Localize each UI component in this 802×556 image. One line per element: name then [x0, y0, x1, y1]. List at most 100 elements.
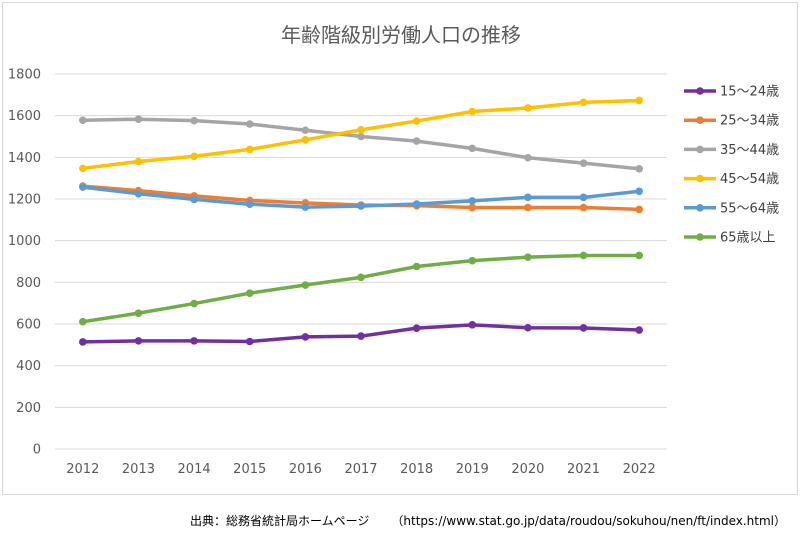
- data-point: [357, 273, 365, 282]
- data-point: [579, 203, 588, 212]
- data-point: [190, 195, 198, 204]
- data-point: [635, 96, 643, 105]
- data-point: [301, 203, 310, 211]
- data-point: [357, 202, 365, 210]
- x-axis-tick-labels: 2012 2013 2014 2015 2016 2017 2018 2019 2020 2021…: [66, 462, 655, 477]
- data-point: [579, 251, 588, 260]
- data-point: [79, 164, 87, 173]
- x-tick-label: 2018: [400, 462, 433, 477]
- x-tick-label: 2021: [567, 462, 600, 477]
- x-tick-label: 2015: [233, 462, 266, 477]
- legend-item: 15〜24歳: [684, 85, 779, 100]
- legend-label: 55〜64歳: [720, 201, 779, 216]
- chart-frame: 年齢階級別労働人口の推移 0 200 400 600 800 1000 1200 1400 16…: [2, 2, 798, 495]
- legend-item: 55〜64歳: [684, 201, 779, 216]
- legend-marker: [696, 145, 704, 154]
- legend-label: 45〜54歳: [720, 172, 779, 187]
- data-point: [468, 144, 477, 153]
- x-tick-label: 2012: [66, 462, 99, 477]
- legend-marker: [696, 174, 704, 183]
- data-point: [635, 164, 643, 173]
- chart-title: 年齢階級別労働人口の推移: [281, 23, 521, 47]
- y-tick-label: 200: [16, 401, 41, 416]
- y-tick-label: 400: [16, 359, 41, 374]
- data-point: [245, 200, 254, 209]
- series-6: [79, 251, 643, 326]
- data-point: [412, 117, 421, 125]
- x-tick-label: 2019: [456, 462, 489, 477]
- y-axis-tick-labels: 0 200 400 600 800 1000 1200 1400 1600 1800: [8, 68, 41, 458]
- data-point: [301, 333, 310, 341]
- source-note: 出典：総務省統計局ホームページ （https://www.stat.go.jp/d…: [190, 512, 786, 529]
- source-url: （https://www.stat.go.jp/data/roudou/soku…: [391, 514, 787, 528]
- data-point: [524, 203, 532, 212]
- data-point: [524, 323, 532, 332]
- y-tick-label: 1000: [8, 234, 41, 249]
- series-1: [79, 321, 643, 346]
- series-line: [81, 253, 641, 324]
- y-tick-label: 600: [16, 318, 41, 333]
- data-point: [79, 116, 87, 125]
- data-point: [301, 126, 310, 135]
- source-label: 出典：総務省統計局ホームページ: [190, 514, 370, 528]
- legend-label: 15〜24歳: [720, 85, 779, 100]
- legend-marker: [696, 233, 704, 241]
- data-point: [134, 309, 143, 317]
- legend-label: 35〜44歳: [720, 143, 779, 158]
- x-tick-label: 2017: [344, 462, 377, 477]
- data-point: [301, 281, 310, 289]
- legend-label: 25〜34歳: [720, 114, 779, 129]
- data-point: [468, 321, 477, 329]
- y-tick-label: 1200: [8, 193, 41, 208]
- data-point: [412, 200, 421, 208]
- data-point: [635, 251, 643, 260]
- data-point: [357, 332, 365, 340]
- data-point: [357, 126, 365, 134]
- y-tick-label: 1600: [8, 109, 41, 124]
- gridlines: [55, 73, 667, 450]
- legend-item: 35〜44歳: [684, 143, 779, 158]
- data-point: [245, 120, 254, 128]
- data-point: [524, 153, 532, 162]
- data-point: [134, 337, 143, 345]
- data-point: [524, 193, 532, 202]
- data-point: [579, 324, 588, 332]
- data-point: [134, 115, 143, 124]
- data-point: [579, 193, 588, 202]
- legend-item: 45〜54歳: [684, 172, 779, 187]
- data-point: [245, 145, 254, 154]
- data-point: [79, 338, 87, 346]
- series-3: [79, 115, 643, 173]
- legend-label: 65歳以上: [720, 231, 776, 246]
- data-point: [635, 326, 643, 334]
- legend-marker: [696, 116, 704, 124]
- data-point: [579, 98, 588, 107]
- data-point: [468, 107, 477, 116]
- y-tick-label: 800: [16, 276, 41, 291]
- data-point: [635, 205, 643, 214]
- line-chart: 年齢階級別労働人口の推移 0 200 400 600 800 1000 1200 1400 16…: [8, 23, 779, 477]
- legend-marker: [696, 204, 704, 212]
- data-point: [190, 299, 198, 308]
- data-point: [245, 337, 254, 346]
- series-lines: [79, 96, 643, 346]
- x-tick-label: 2014: [178, 462, 211, 477]
- data-point: [468, 203, 477, 212]
- data-point: [412, 324, 421, 332]
- y-tick-label: 1800: [8, 68, 41, 83]
- data-point: [357, 132, 365, 141]
- data-point: [245, 289, 254, 297]
- data-point: [134, 157, 143, 166]
- series-4: [79, 96, 643, 173]
- x-tick-label: 2022: [623, 462, 656, 477]
- legend: 15〜24歳 25〜34歳 35〜44歳 45〜54歳 55〜64歳 65歳以上: [684, 85, 779, 246]
- data-point: [412, 262, 421, 271]
- legend-marker: [696, 87, 704, 95]
- data-point: [524, 104, 532, 112]
- x-tick-label: 2020: [511, 462, 544, 477]
- x-tick-label: 2016: [289, 462, 322, 477]
- data-point: [301, 136, 310, 144]
- data-point: [468, 197, 477, 205]
- data-point: [134, 189, 143, 198]
- data-point: [79, 183, 87, 191]
